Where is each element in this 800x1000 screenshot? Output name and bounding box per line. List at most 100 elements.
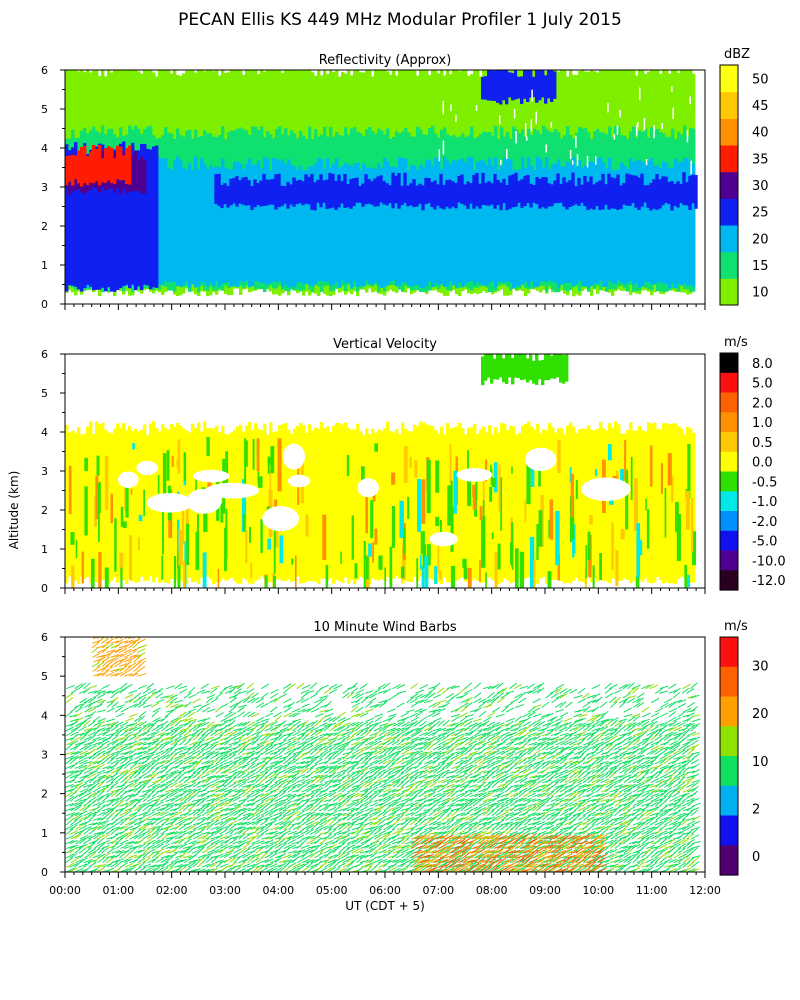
wind-barb — [97, 736, 107, 741]
wind-barb — [350, 713, 360, 718]
wind-barb — [141, 790, 150, 798]
velocity-streak — [676, 514, 681, 562]
wind-barb — [423, 863, 432, 868]
wind-barb — [296, 761, 306, 765]
field-cell — [259, 180, 263, 207]
wind-barb — [238, 781, 247, 788]
wind-barb — [93, 831, 103, 835]
wind-barb — [242, 853, 251, 859]
field-cell — [511, 73, 515, 101]
wind-barb — [209, 687, 218, 694]
field-cell — [305, 433, 309, 582]
wind-barb — [355, 721, 364, 727]
velocity-streak — [584, 569, 587, 588]
wind-barb — [93, 689, 102, 694]
wind-barb — [297, 708, 306, 713]
wind-barb — [183, 795, 192, 802]
wind-barb — [201, 703, 211, 708]
wind-barb — [116, 800, 124, 807]
wind-barb — [264, 772, 273, 779]
wind-barb — [428, 781, 437, 788]
wind-barb — [251, 839, 260, 845]
wind-barb — [138, 781, 147, 788]
wind-barb — [373, 772, 382, 779]
wind-barb — [147, 839, 156, 845]
data-gap — [442, 101, 444, 115]
wind-barb — [356, 735, 365, 741]
wind-barb — [365, 720, 374, 727]
data-gap — [205, 482, 260, 499]
wind-barb — [324, 828, 333, 835]
wind-barb — [228, 769, 238, 774]
wind-barb — [65, 840, 75, 845]
data-gap — [455, 115, 457, 122]
velocity-streak — [426, 459, 431, 514]
wind-barb — [292, 863, 302, 868]
wind-barb — [427, 731, 437, 737]
wind-barb — [187, 802, 197, 807]
wind-barb — [133, 782, 142, 788]
wind-barb — [70, 815, 79, 821]
wind-barb — [143, 749, 152, 755]
wind-barb — [301, 858, 311, 864]
field-cell — [407, 170, 411, 286]
wind-barb — [459, 772, 468, 779]
field-cell — [95, 149, 99, 182]
field-cell — [332, 425, 336, 584]
wind-barb — [350, 801, 360, 807]
wind-barb — [124, 776, 133, 784]
wind-barb — [255, 697, 265, 704]
wind-barb — [220, 769, 230, 774]
velocity-streak — [71, 565, 75, 588]
wind-barb — [124, 845, 133, 849]
wind-barb — [388, 866, 397, 872]
velocity-streak — [258, 476, 263, 488]
wind-barb — [423, 829, 433, 835]
wind-barb — [152, 707, 161, 713]
wind-barb — [96, 867, 105, 872]
wind-barb — [328, 688, 338, 694]
wind-barb — [427, 711, 436, 718]
wind-barb — [360, 790, 369, 798]
wind-barb — [368, 750, 378, 755]
wind-barb — [96, 727, 106, 732]
wind-barb — [168, 771, 177, 779]
wind-barb — [160, 786, 169, 793]
wind-barb — [328, 861, 337, 868]
wind-barb — [93, 796, 102, 802]
field-cell — [575, 166, 579, 284]
wind-barb — [251, 692, 259, 699]
wind-barb — [142, 722, 152, 727]
wind-barb — [419, 698, 428, 704]
wind-barb — [78, 782, 88, 788]
wind-barb — [300, 697, 310, 704]
field-cell — [77, 150, 81, 184]
wind-barb — [387, 806, 397, 812]
wind-barb — [173, 850, 183, 854]
wind-barb — [323, 687, 332, 694]
wind-barb — [102, 765, 112, 770]
velocity-streak — [467, 568, 472, 588]
wind-barb — [328, 683, 338, 690]
wind-barb — [374, 802, 384, 807]
field-cell — [440, 168, 444, 284]
wind-barb — [74, 717, 84, 723]
wind-barb — [188, 686, 196, 694]
wind-barb — [296, 722, 306, 727]
wind-barb — [413, 805, 422, 812]
wind-barb — [459, 847, 468, 854]
wind-barb — [350, 857, 359, 864]
wind-barb — [152, 828, 160, 835]
wind-barb — [259, 776, 268, 784]
wind-barb — [228, 735, 238, 741]
wind-barb — [146, 753, 155, 760]
wind-barb — [188, 771, 197, 779]
wind-barb — [478, 791, 487, 798]
field-cell — [203, 163, 207, 283]
wind-barb — [270, 796, 279, 802]
velocity-streak — [252, 439, 255, 470]
field-cell — [418, 183, 422, 204]
velocity-streak — [485, 572, 487, 588]
wind-barb — [297, 792, 306, 798]
wind-barb — [392, 829, 401, 835]
